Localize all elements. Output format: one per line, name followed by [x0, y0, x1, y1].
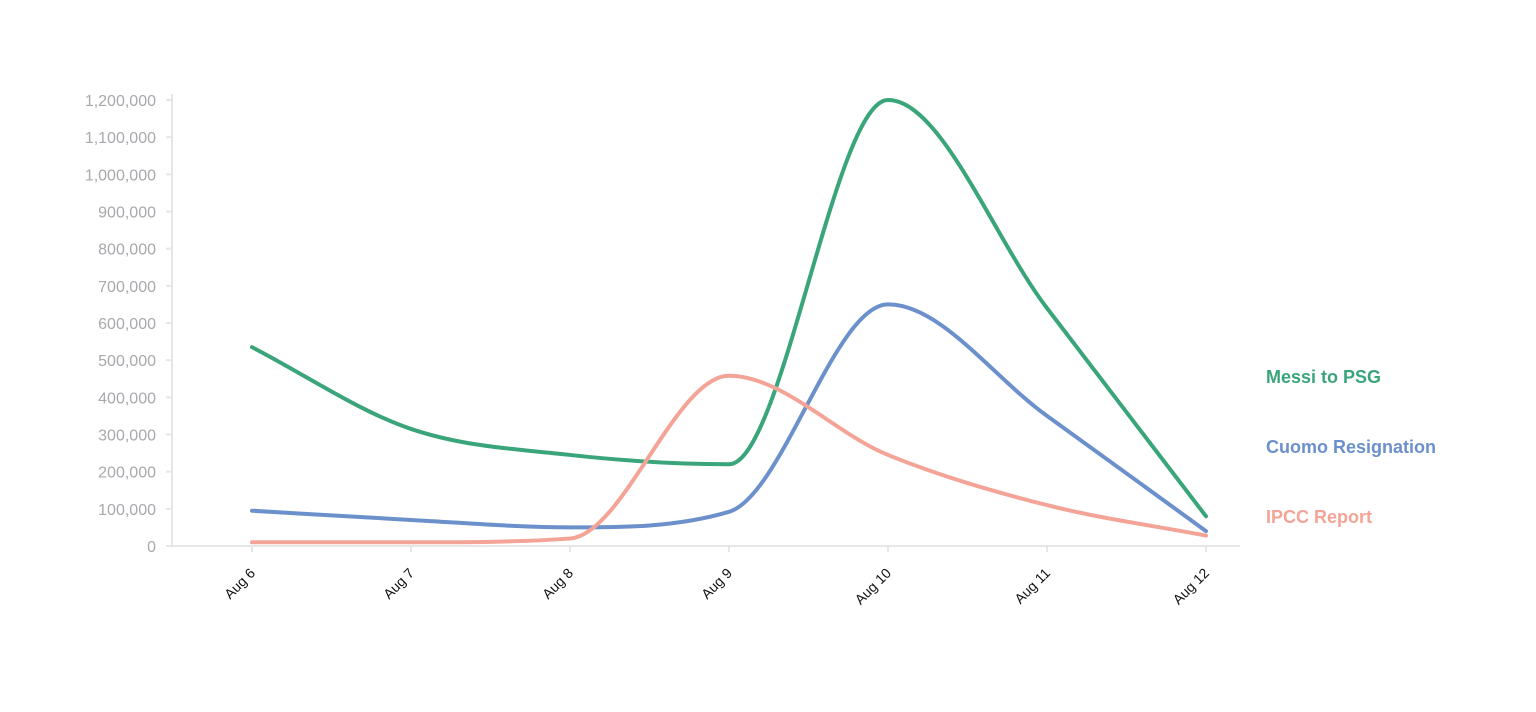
y-tick-label: 600,000: [98, 316, 156, 333]
series-line-cuomo-resignation: [250, 302, 1208, 534]
y-tick-label: 300,000: [98, 428, 156, 445]
x-tick-label: Aug 6: [221, 565, 258, 602]
x-tick-label: Aug 7: [380, 565, 417, 602]
legend: Messi to PSG Cuomo Resignation IPCC Report: [1266, 367, 1436, 527]
y-tick-label: 200,000: [98, 465, 156, 482]
y-axis: 0 100,000 200,000 300,000 400,000 500,000 600,…: [85, 93, 173, 556]
y-tick-label: 500,000: [98, 353, 156, 370]
x-axis: Aug 6 Aug 7 Aug 8 Aug 9 Aug 10 Aug 11 Aug 12: [172, 545, 1240, 608]
legend-label-messi-to-psg: Messi to PSG: [1266, 367, 1381, 387]
y-tick-label: 0: [147, 539, 156, 556]
y-tick-label: 100,000: [98, 502, 156, 519]
y-tick-label: 400,000: [98, 390, 156, 407]
y-tick-label: 1,200,000: [85, 93, 156, 110]
y-tick-label: 700,000: [98, 279, 156, 296]
series-line-messi-to-psg: [250, 98, 1208, 519]
y-tick-label: 1,100,000: [85, 130, 156, 147]
y-tick-label: 900,000: [98, 205, 156, 222]
y-tick-label: 1,000,000: [85, 167, 156, 184]
x-tick-label: Aug 9: [698, 565, 735, 602]
x-tick-label: Aug 11: [1011, 565, 1053, 607]
x-tick-label: Aug 10: [851, 565, 894, 608]
series-lines: [250, 98, 1208, 545]
legend-label-ipcc-report: IPCC Report: [1266, 507, 1372, 527]
legend-label-cuomo-resignation: Cuomo Resignation: [1266, 437, 1436, 457]
series-line-ipcc-report: [250, 373, 1208, 545]
x-tick-label: Aug 12: [1169, 565, 1212, 608]
x-tick-label: Aug 8: [539, 565, 576, 602]
y-tick-label: 800,000: [98, 242, 156, 259]
